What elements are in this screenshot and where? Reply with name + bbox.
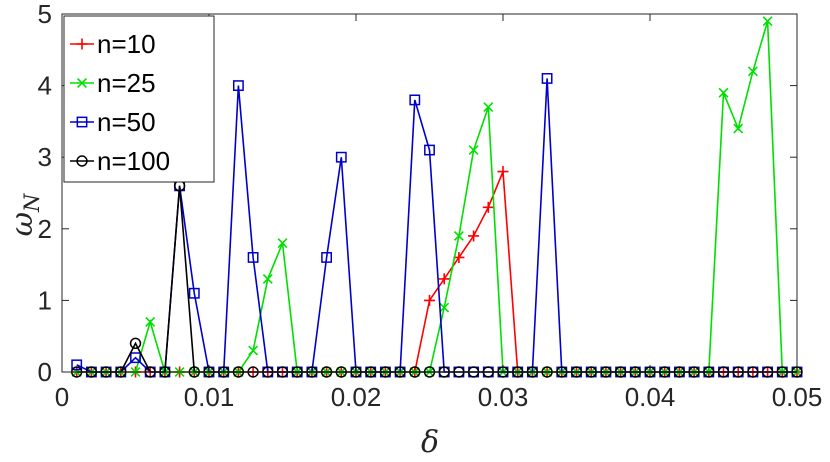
x-tick-label: 0.01	[184, 382, 235, 412]
legend-label: n=50	[97, 107, 156, 137]
y-tick-label: 4	[38, 71, 52, 101]
data-point-n=10-25	[438, 273, 450, 285]
legend-label: n=100	[97, 146, 170, 176]
data-point-n=50-17	[321, 252, 333, 263]
x-tick-label: 0.04	[625, 382, 676, 412]
y-axis-label: ωN	[5, 193, 44, 236]
data-point-n=25-47	[762, 16, 773, 27]
axes	[61, 13, 798, 373]
x-axis-label: δ	[421, 425, 439, 460]
data-point-n=50-4	[130, 352, 141, 364]
legend-swatch-marker	[76, 155, 88, 167]
tick-labels: 0 0.01 0.02 0.03 0.04 0.05 0 1 2 3 4 5	[38, 0, 823, 412]
y-tick-label: 2	[38, 214, 52, 244]
legend: n=10 n=25 n=50 n=100	[63, 15, 215, 183]
data-point-n=10-29	[497, 166, 509, 178]
x-tick-label: 0.02	[331, 382, 382, 412]
data-point-n=50-32	[541, 73, 553, 84]
data-point-n=50-11	[232, 80, 244, 92]
data-point-n=25-12	[248, 345, 259, 356]
svg-text:ωN: ωN	[5, 193, 44, 236]
legend-item-n=25: n=25	[70, 68, 156, 98]
y-tick-label: 1	[38, 285, 52, 315]
legend-swatch-marker	[76, 116, 88, 128]
x-tick-label: 0.03	[478, 382, 529, 412]
data-point-n=50-12	[247, 252, 259, 263]
legend-label: n=25	[97, 68, 156, 98]
legend-item-n=100: n=100	[70, 146, 170, 176]
legend-item-n=10: n=10	[70, 29, 156, 59]
data-point-n=25-5	[145, 316, 156, 327]
data-point-n=10-24	[424, 294, 435, 306]
data-point-n=100-4	[129, 337, 142, 350]
data-point-n=50-18	[335, 151, 347, 163]
data-point-n=50-8	[188, 287, 200, 299]
y-axis-label-sub: N	[20, 193, 44, 213]
data-point-n=25-44	[718, 87, 729, 98]
y-axis-label-main: ω	[5, 212, 40, 236]
legend-swatch-marker	[76, 38, 88, 50]
x-tick-label: 0.05	[772, 382, 823, 412]
legend-label: n=10	[97, 29, 156, 59]
x-tick-label: 0	[55, 382, 69, 412]
data-point-n=25-26	[453, 230, 464, 241]
data-point-n=25-45	[733, 123, 744, 134]
data-point-n=50-0	[71, 359, 83, 371]
data-point-n=25-28	[483, 102, 494, 113]
y-tick-label: 5	[38, 0, 52, 29]
data-point-n=10-28	[482, 201, 494, 213]
data-point-n=25-14	[277, 238, 288, 249]
y-tick-label: 3	[38, 142, 52, 172]
data-point-n=25-25	[439, 302, 450, 313]
legend-item-n=50: n=50	[70, 107, 156, 137]
legend-swatch-marker	[77, 78, 87, 88]
data-point-n=25-13	[262, 273, 273, 284]
data-point-n=50-23	[409, 94, 421, 106]
data-point-n=25-46	[747, 66, 758, 77]
axes-box	[61, 13, 798, 373]
data-point-n=50-24	[424, 144, 435, 156]
y-tick-label: 0	[38, 357, 52, 387]
data-point-n=10-27	[468, 230, 480, 242]
data-point-n=25-27	[468, 145, 479, 156]
